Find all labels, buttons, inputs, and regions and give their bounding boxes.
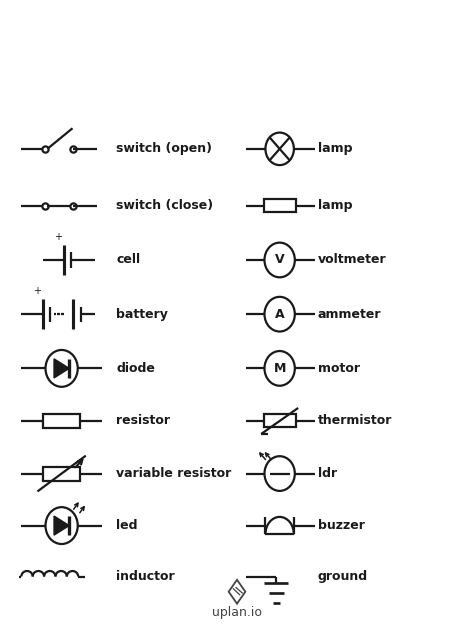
Text: switch (open): switch (open) [116,143,212,155]
Polygon shape [54,516,69,535]
Text: Electrical circuit symbols: Electrical circuit symbols [90,36,384,56]
Text: resistor: resistor [116,415,170,427]
Text: ground: ground [318,570,368,583]
Text: switch (close): switch (close) [116,199,213,212]
Text: diode: diode [116,362,155,375]
Text: V: V [275,254,284,266]
Bar [264,415,296,427]
Text: voltmeter: voltmeter [318,254,386,266]
Text: lamp: lamp [318,143,352,155]
Bar [43,467,80,481]
Text: thermistor: thermistor [318,415,392,427]
Text: battery: battery [116,307,168,321]
Text: inductor: inductor [116,570,175,583]
Text: cell: cell [116,254,140,266]
Text: uplan.io: uplan.io [212,606,262,619]
Text: +: + [33,287,41,296]
Text: lamp: lamp [318,199,352,212]
Bar [264,199,296,212]
Polygon shape [54,359,69,378]
Text: A: A [275,307,284,321]
Text: led: led [116,519,137,532]
Text: motor: motor [318,362,360,375]
Bar [43,414,80,428]
Text: buzzer: buzzer [318,519,365,532]
Text: ldr: ldr [318,467,337,480]
Text: +: + [55,232,62,242]
Text: variable resistor: variable resistor [116,467,231,480]
Text: ammeter: ammeter [318,307,381,321]
Text: M: M [273,362,286,375]
